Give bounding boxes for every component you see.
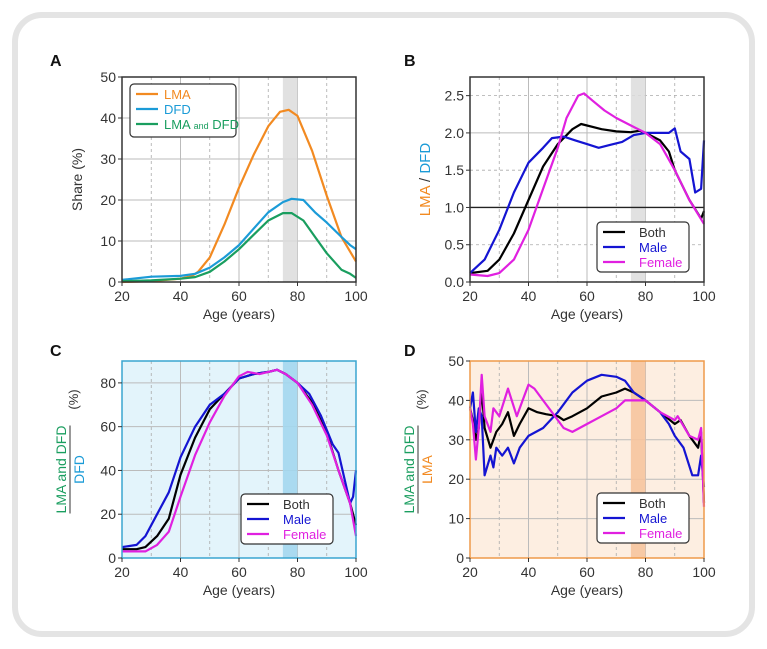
x-axis-label: Age (years): [551, 306, 623, 322]
legend-label: Both: [639, 496, 666, 511]
x-tick-label: 80: [638, 564, 654, 580]
y-tick-label: 40: [100, 462, 116, 478]
legend-label: LMA and DFD: [164, 117, 239, 132]
y-tick-label: 60: [100, 419, 116, 435]
y-tick-label: 40: [448, 392, 464, 408]
series-line-female: [469, 92, 705, 278]
y-axis-label-unit: (%): [66, 389, 81, 409]
series-line-lma-and-dfd: [121, 212, 357, 283]
y-axis-label-part: DFD: [417, 143, 434, 174]
x-tick-label: 20: [114, 288, 130, 304]
legend-box: [240, 493, 334, 545]
y-tick-label: 80: [100, 375, 116, 391]
legend-label: Both: [283, 497, 310, 512]
x-tick-label: 100: [692, 288, 716, 304]
series-line-female: [122, 368, 358, 553]
series-line-dfd: [121, 197, 357, 281]
x-tick-label: 80: [290, 564, 306, 580]
legend-box: [596, 492, 690, 544]
y-tick-label: 0: [108, 274, 116, 290]
y-tick-label: 50: [448, 353, 464, 369]
y-tick-label: 2.5: [445, 88, 465, 104]
x-tick-label: 40: [521, 564, 537, 580]
legend-label-part: LMA: [164, 117, 194, 132]
y-tick-label: 50: [100, 69, 116, 85]
panel-b: B 20 40 60 80 100 0.0 0.5 1.0 1.5 2.0 2.5 Age (years…: [404, 53, 716, 322]
x-tick-label: 20: [114, 564, 130, 580]
x-tick-label: 100: [344, 288, 368, 304]
legend-box: [596, 221, 690, 273]
y-tick-label: 0.5: [445, 237, 465, 253]
y-tick-label: 1.5: [445, 162, 465, 178]
y-tick-label: 0: [108, 550, 116, 566]
x-tick-label: 60: [579, 288, 595, 304]
series-line-male: [469, 127, 706, 274]
y-tick-label: 30: [448, 432, 464, 448]
y-axis-label-part: /: [417, 174, 434, 187]
legend-label: Both: [639, 225, 666, 240]
series-line-both: [468, 387, 706, 503]
panel-letter: A: [50, 53, 62, 70]
x-axis-label: Age (years): [551, 582, 623, 598]
x-tick-label: 40: [173, 288, 189, 304]
y-tick-label: 20: [100, 192, 116, 208]
y-tick-label: 2.0: [445, 125, 465, 141]
y-axis-label-part: LMA: [417, 185, 434, 216]
panel-letter: D: [404, 343, 416, 360]
x-tick-label: 20: [462, 288, 478, 304]
legend-label: Female: [283, 527, 326, 542]
series-line-female: [468, 373, 706, 507]
x-tick-label: 60: [231, 288, 247, 304]
legend-label-part: and: [194, 121, 209, 131]
y-tick-label: 1.0: [445, 199, 465, 215]
legend-label-part: DFD: [209, 117, 239, 132]
y-axis-label-unit: (%): [414, 389, 429, 409]
legend-label: Female: [639, 255, 682, 270]
legend-label: Male: [639, 240, 667, 255]
y-tick-label: 10: [448, 511, 464, 527]
x-tick-label: 20: [462, 564, 478, 580]
panel-a: A 20 40 60 80 100 0 10 20 30 40 50 Age (years) Share …: [50, 53, 368, 322]
y-tick-label: 0: [456, 550, 464, 566]
y-tick-label: 20: [448, 471, 464, 487]
y-axis-label-denominator: LMA: [419, 454, 435, 483]
y-tick-label: 30: [100, 151, 116, 167]
x-tick-label: 40: [521, 288, 537, 304]
legend-label: Female: [639, 526, 682, 541]
legend-label: Male: [283, 512, 311, 527]
x-tick-label: 60: [579, 564, 595, 580]
y-axis-label: Share (%): [69, 148, 85, 211]
y-axis-label-numerator: LMA and DFD: [53, 426, 69, 514]
x-axis-label: Age (years): [203, 306, 275, 322]
y-axis-label-numerator: LMA and DFD: [401, 426, 417, 514]
y-tick-label: 10: [100, 233, 116, 249]
series-line-male: [468, 373, 706, 488]
y-axis-label: LMA / DFD: [417, 143, 434, 217]
x-tick-label: 100: [344, 564, 368, 580]
y-axis-label-denominator: DFD: [71, 455, 87, 484]
panel-letter: C: [50, 343, 62, 360]
y-tick-label: 20: [100, 506, 116, 522]
x-tick-label: 100: [692, 564, 716, 580]
x-tick-label: 60: [231, 564, 247, 580]
series-line-both: [469, 122, 706, 275]
x-tick-label: 80: [290, 288, 306, 304]
highlight-band: [282, 77, 298, 282]
y-tick-label: 0.0: [445, 274, 465, 290]
x-tick-label: 40: [173, 564, 189, 580]
legend-label: Male: [639, 511, 667, 526]
legend-label: DFD: [164, 102, 191, 117]
x-tick-label: 80: [638, 288, 654, 304]
x-axis-label: Age (years): [203, 582, 275, 598]
legend-label: LMA: [164, 87, 191, 102]
panel-d: D 20 40 60 80 100 0 10 20 30 40 50 Age (years) LMA an…: [401, 343, 716, 598]
y-tick-label: 40: [100, 110, 116, 126]
panel-letter: B: [404, 53, 416, 70]
